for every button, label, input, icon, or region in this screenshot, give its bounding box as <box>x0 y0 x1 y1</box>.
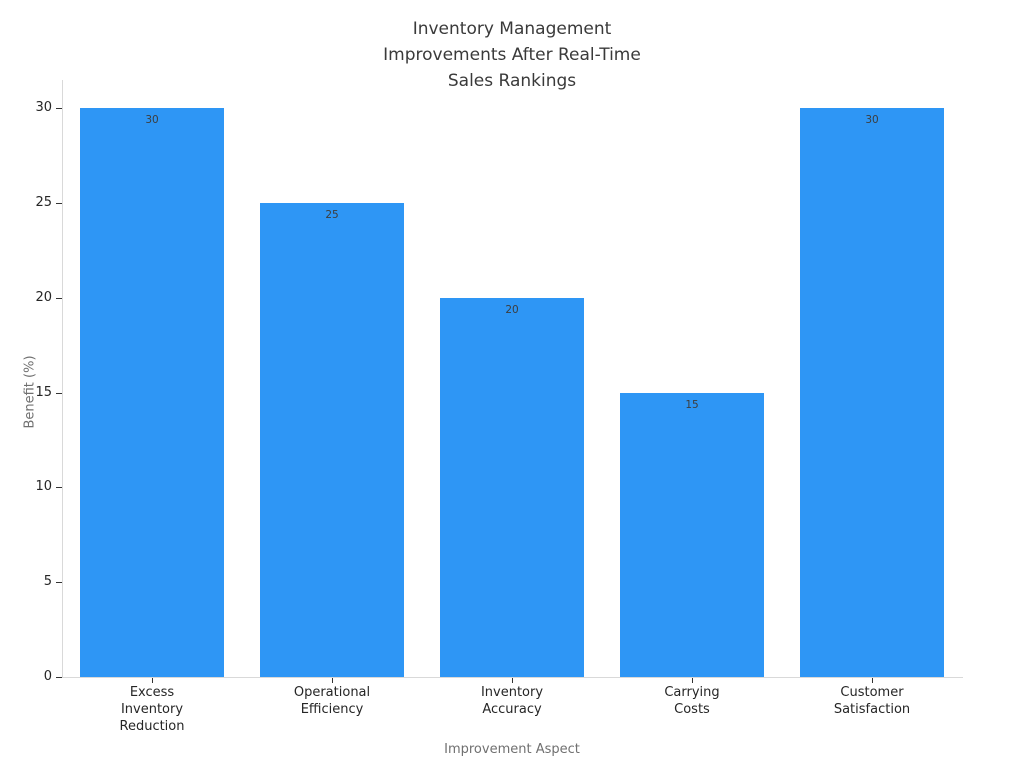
y-tick-mark <box>56 487 62 489</box>
bar-value-label: 30 <box>865 114 879 126</box>
x-tick-mark <box>692 678 693 683</box>
y-tick-label: 20 <box>35 289 52 305</box>
y-tick-mark <box>56 392 62 394</box>
y-tick-label: 0 <box>43 669 52 684</box>
x-axis-spine <box>62 677 963 678</box>
bar-value-label: 30 <box>145 114 159 126</box>
y-tick-mark <box>56 297 62 299</box>
bar: 30 <box>80 108 224 677</box>
bar: 15 <box>620 392 764 677</box>
x-tick-mark <box>152 678 153 683</box>
y-tick-label: 15 <box>35 384 52 400</box>
bar-value-label: 25 <box>325 208 339 221</box>
bar-value-label: 15 <box>685 398 699 411</box>
y-tick-label: 10 <box>35 479 52 495</box>
bar: 20 <box>440 297 584 677</box>
y-axis-spine <box>62 80 63 678</box>
x-tick-label: Inventory Accuracy <box>480 685 544 717</box>
x-tick-label: Excess Inventory Reduction <box>119 685 185 734</box>
bar-value-label: 20 <box>505 303 519 316</box>
x-tick-label: Carrying Costs <box>664 685 720 717</box>
x-axis-title: Improvement Aspect <box>444 742 580 757</box>
x-tick-mark <box>512 678 513 683</box>
y-tick-mark <box>56 677 62 678</box>
y-tick-label: 5 <box>43 574 52 590</box>
y-tick-mark <box>56 108 62 109</box>
x-tick-label: Customer Satisfaction <box>833 685 911 717</box>
y-tick-mark <box>56 202 62 204</box>
bar: 25 <box>260 202 404 677</box>
y-tick-label: 30 <box>35 100 52 115</box>
x-tick-mark <box>872 678 873 683</box>
chart-title: Inventory Management Improvements After … <box>383 19 641 91</box>
x-tick-mark <box>332 678 333 683</box>
bar: 30 <box>800 108 944 677</box>
y-tick-label: 25 <box>35 194 52 210</box>
y-tick-mark <box>56 582 62 584</box>
x-tick-label: Operational Efficiency <box>293 685 371 717</box>
